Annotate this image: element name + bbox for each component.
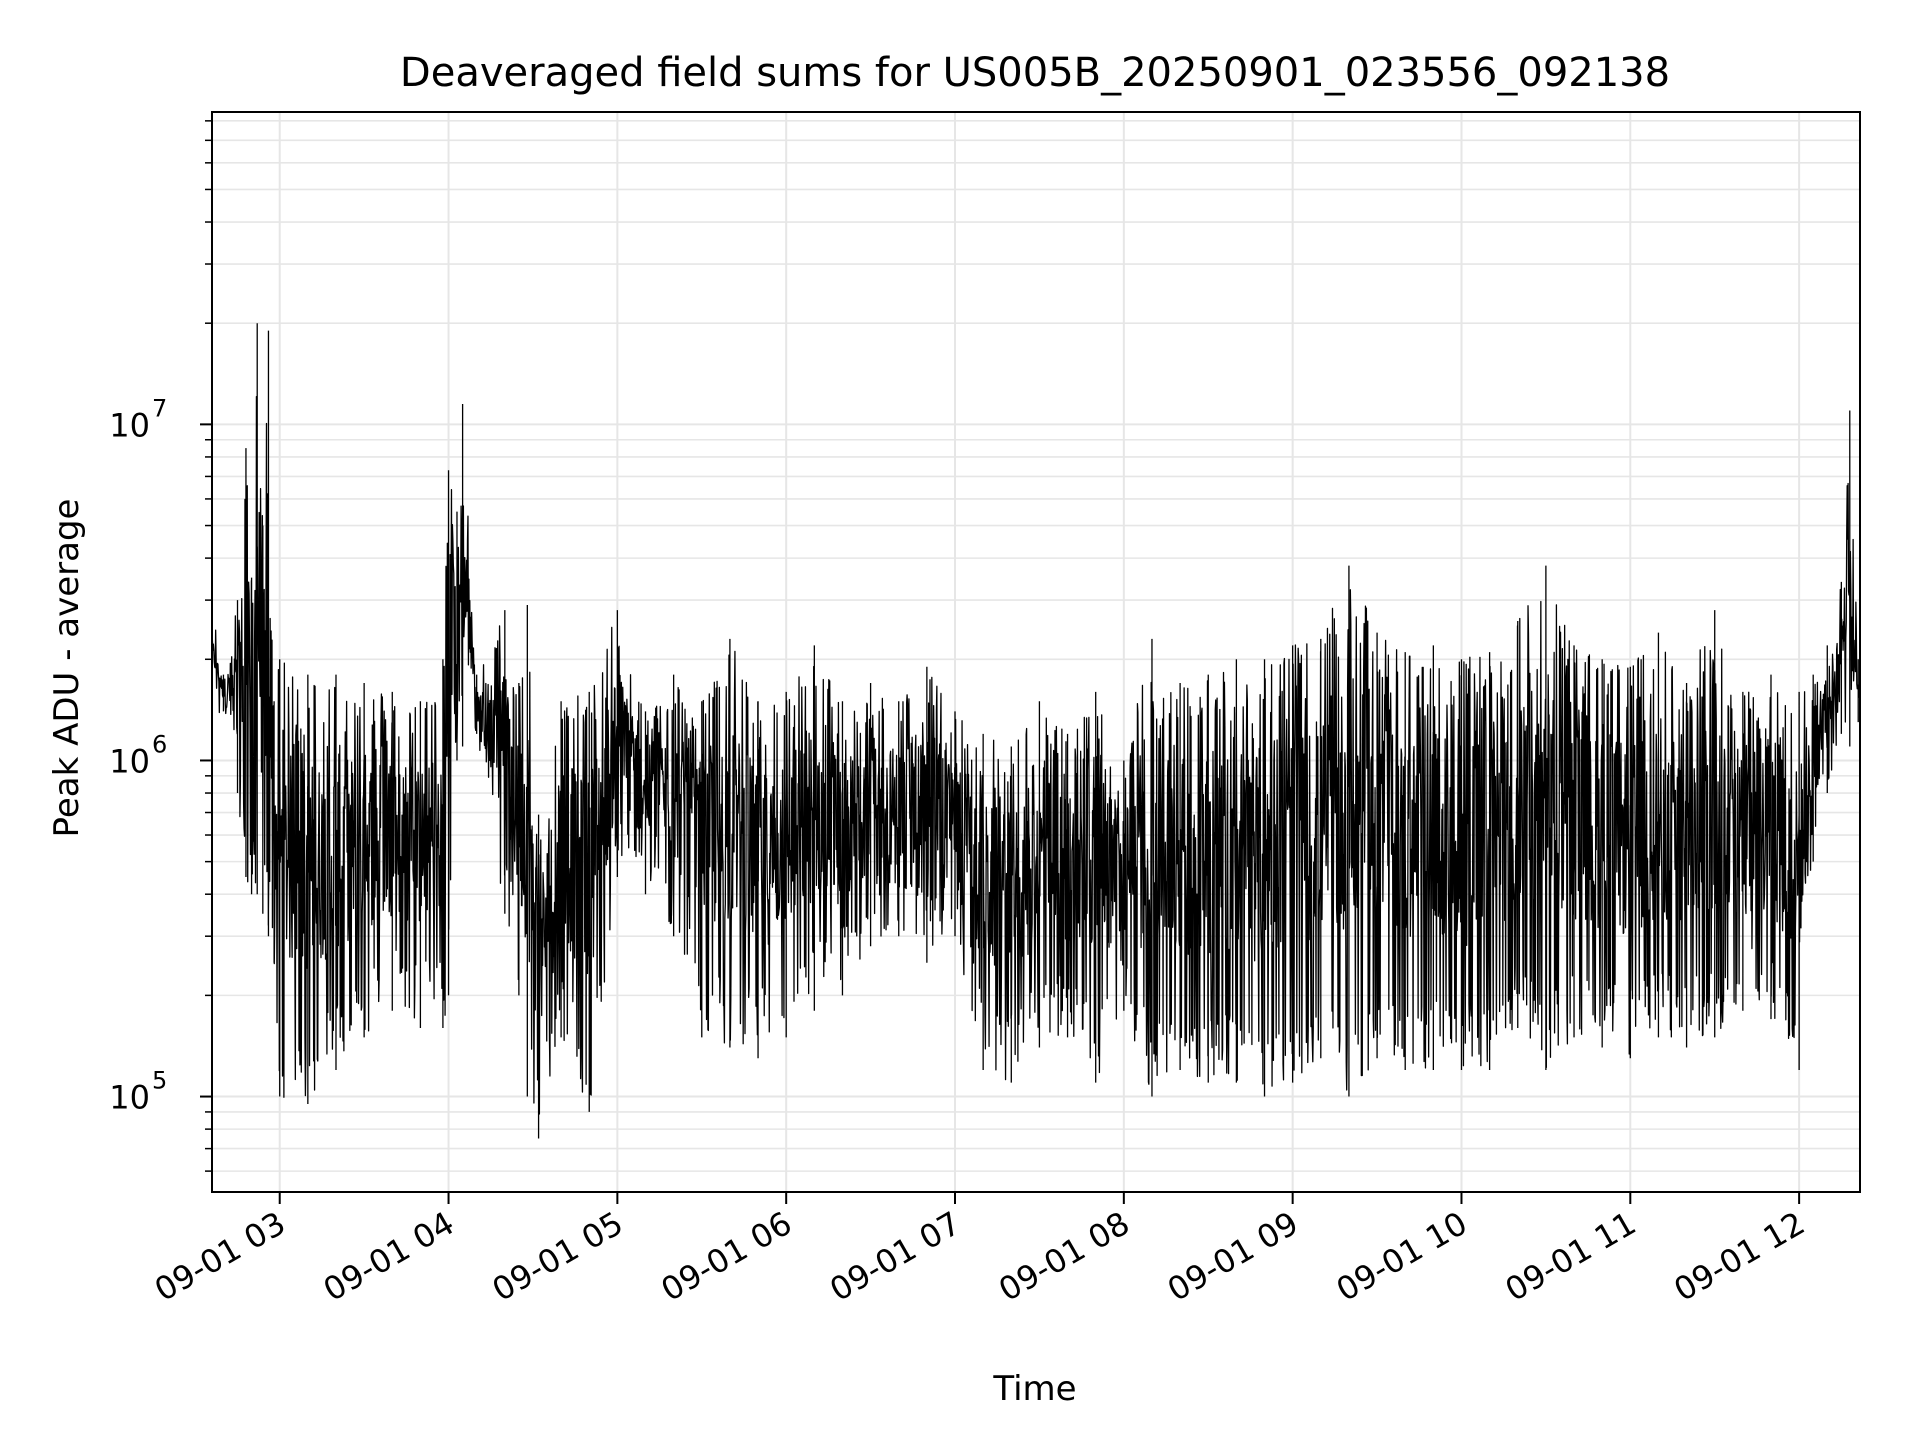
x-axis-label: Time [992,1369,1076,1409]
y-tick-exponent: 7 [152,394,167,422]
y-tick-label: 10 [109,742,150,780]
y-tick-label: 10 [109,406,150,444]
y-tick-exponent: 5 [152,1067,167,1095]
y-tick-exponent: 6 [152,730,167,758]
plot-frame [211,111,1861,1193]
y-tick-label: 10 [109,1079,150,1117]
chart-title: Deaveraged field sums for US005B_2025090… [400,50,1670,96]
series-line [211,323,1861,1139]
series [211,323,1861,1139]
y-axis-label: Peak ADU - average [47,499,87,838]
